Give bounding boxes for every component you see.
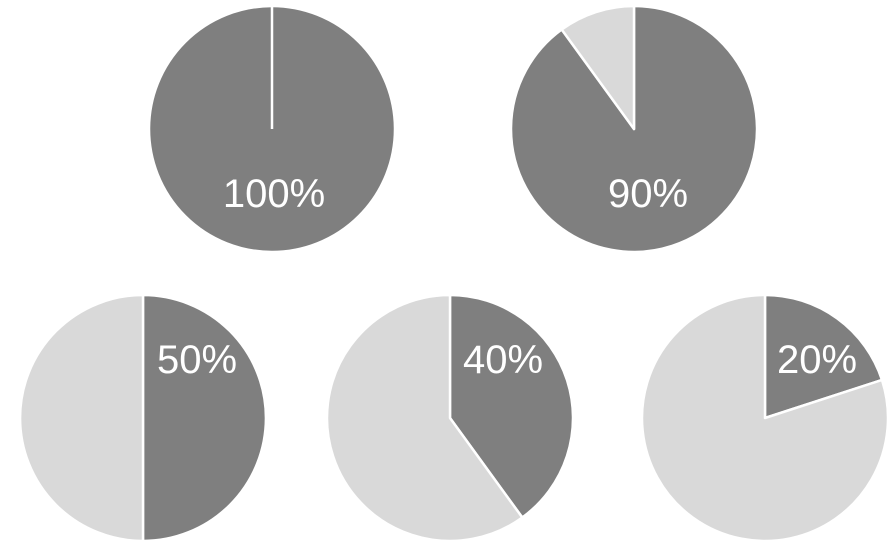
pie-label-20: 20% — [777, 338, 857, 382]
pie-slice-filled-3 — [448, 293, 575, 519]
pie-slice-filled-2 — [141, 293, 268, 543]
pie-chart-20: 20% — [640, 293, 890, 543]
pie-label-100: 100% — [223, 172, 325, 216]
pie-slice-remaining-3 — [325, 293, 524, 543]
pie-chart-100: 100% — [147, 4, 397, 254]
pie-label-50: 50% — [157, 338, 237, 382]
pie-slice-remaining-4 — [640, 293, 890, 543]
pie-label-40: 40% — [463, 338, 543, 382]
pie-slice-remaining-1 — [560, 4, 636, 131]
pie-label-90: 90% — [608, 172, 688, 216]
pie-slice-filled-4 — [763, 293, 884, 420]
pie-slice-remaining-2 — [18, 293, 145, 543]
pie-chart-90: 90% — [509, 4, 759, 254]
pie-chart-40: 40% — [325, 293, 575, 543]
pie-chart-50: 50% — [18, 293, 268, 543]
